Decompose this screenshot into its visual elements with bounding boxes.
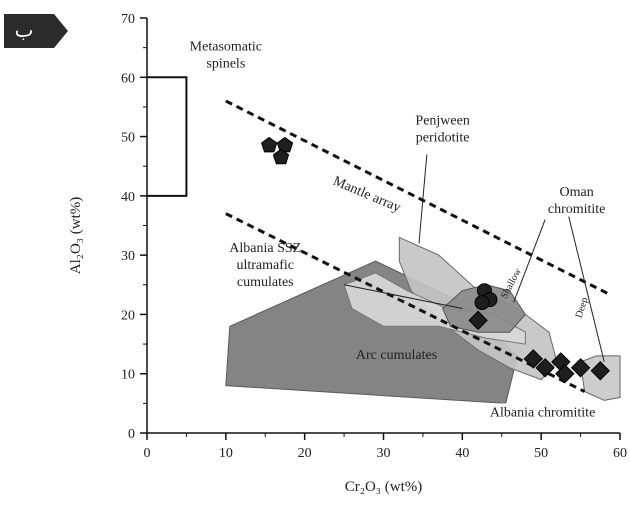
annotation-line: Deep	[574, 296, 591, 319]
y-tick-label-40: 40	[121, 190, 135, 205]
y-axis-title: Al₂O₃ (wt%)	[68, 197, 84, 275]
pentagon-point-2	[272, 148, 290, 165]
annotation-metasomatic: Metasomatic spinels	[190, 40, 262, 72]
annotation-line: Albania chromitite	[490, 405, 595, 420]
pentagon-point-0	[261, 136, 278, 153]
leader-line-2	[513, 219, 546, 303]
diamond-point-6	[590, 361, 610, 381]
axis-titles: Cr₂O₃ (wt%) Al₂O₃ (wt%)	[68, 197, 422, 495]
annotation-albania_chr: Albania chromitite	[490, 405, 595, 420]
mantle-array-lower-line	[225, 212, 586, 393]
y-tick-label-30: 30	[121, 249, 135, 264]
y-tick-label-60: 60	[121, 71, 135, 86]
annotation-oman: Oman chromitite	[548, 185, 606, 217]
x-tick-label-10: 10	[219, 446, 233, 461]
metasomatic-box	[147, 76, 188, 197]
annotation-line: Metasomatic	[190, 40, 262, 55]
annotation-line: cumulates	[237, 275, 294, 290]
annotation-albania_ssz: Albania SSZ ultramafic cumulates	[229, 241, 301, 290]
x-tick-label-40: 40	[455, 446, 469, 461]
metasomatic-spinel-box	[147, 76, 188, 197]
panel-label: ب	[14, 18, 34, 42]
annotation-deep: Deep	[574, 296, 591, 319]
annotation-line: Oman	[560, 185, 594, 200]
y-tick-label-70: 70	[121, 12, 135, 27]
y-tick-label-10: 10	[121, 368, 135, 383]
annotation-line: Arc cumulates	[356, 348, 437, 363]
x-tick-label-0: 0	[144, 446, 151, 461]
annotation-penjween: Penjween peridotite	[415, 114, 469, 146]
y-tick-label-50: 50	[121, 131, 135, 146]
y-tick-label-20: 20	[121, 308, 135, 323]
field-polygons	[225, 236, 621, 404]
annotation-mantle: Mantle array	[331, 174, 403, 216]
panel-badge	[4, 14, 68, 48]
annotation-line: chromitite	[548, 202, 606, 217]
x-tick-label-50: 50	[534, 446, 548, 461]
leader-line-1	[418, 154, 428, 244]
leader-line-0	[343, 284, 463, 309]
circle-point-2	[474, 295, 490, 311]
annotation-line: Mantle array	[331, 174, 403, 216]
diamond-point-1	[523, 349, 543, 369]
x-axis-title: Cr₂O₃ (wt%)	[345, 479, 423, 495]
diamond-point-4	[555, 364, 575, 384]
y-tick-label-0: 0	[128, 427, 135, 442]
data-markers	[261, 136, 610, 384]
annotation-line: Albania SSZ	[229, 241, 301, 256]
x-tick-label-30: 30	[377, 446, 391, 461]
annotation-bg-albania_chr	[487, 403, 626, 421]
x-tick-label-20: 20	[298, 446, 312, 461]
diamond-point-0	[468, 310, 488, 331]
mantle-array-lines	[225, 99, 609, 393]
diamond-point-5	[570, 358, 591, 378]
annotation-arc: Arc cumulates	[356, 348, 437, 363]
annotation-line: Penjween	[415, 114, 469, 129]
annotation-line: spinels	[206, 57, 245, 72]
diamond-point-2	[535, 358, 555, 378]
axes: 0 10 20 30 40 50 60 0 10 20 30 40 50 60 70	[121, 12, 627, 461]
annotation-line: ultramafic	[236, 258, 294, 273]
x-tick-label-60: 60	[613, 446, 627, 461]
annotation-line: peridotite	[416, 131, 470, 146]
leader-line-3	[568, 216, 605, 362]
